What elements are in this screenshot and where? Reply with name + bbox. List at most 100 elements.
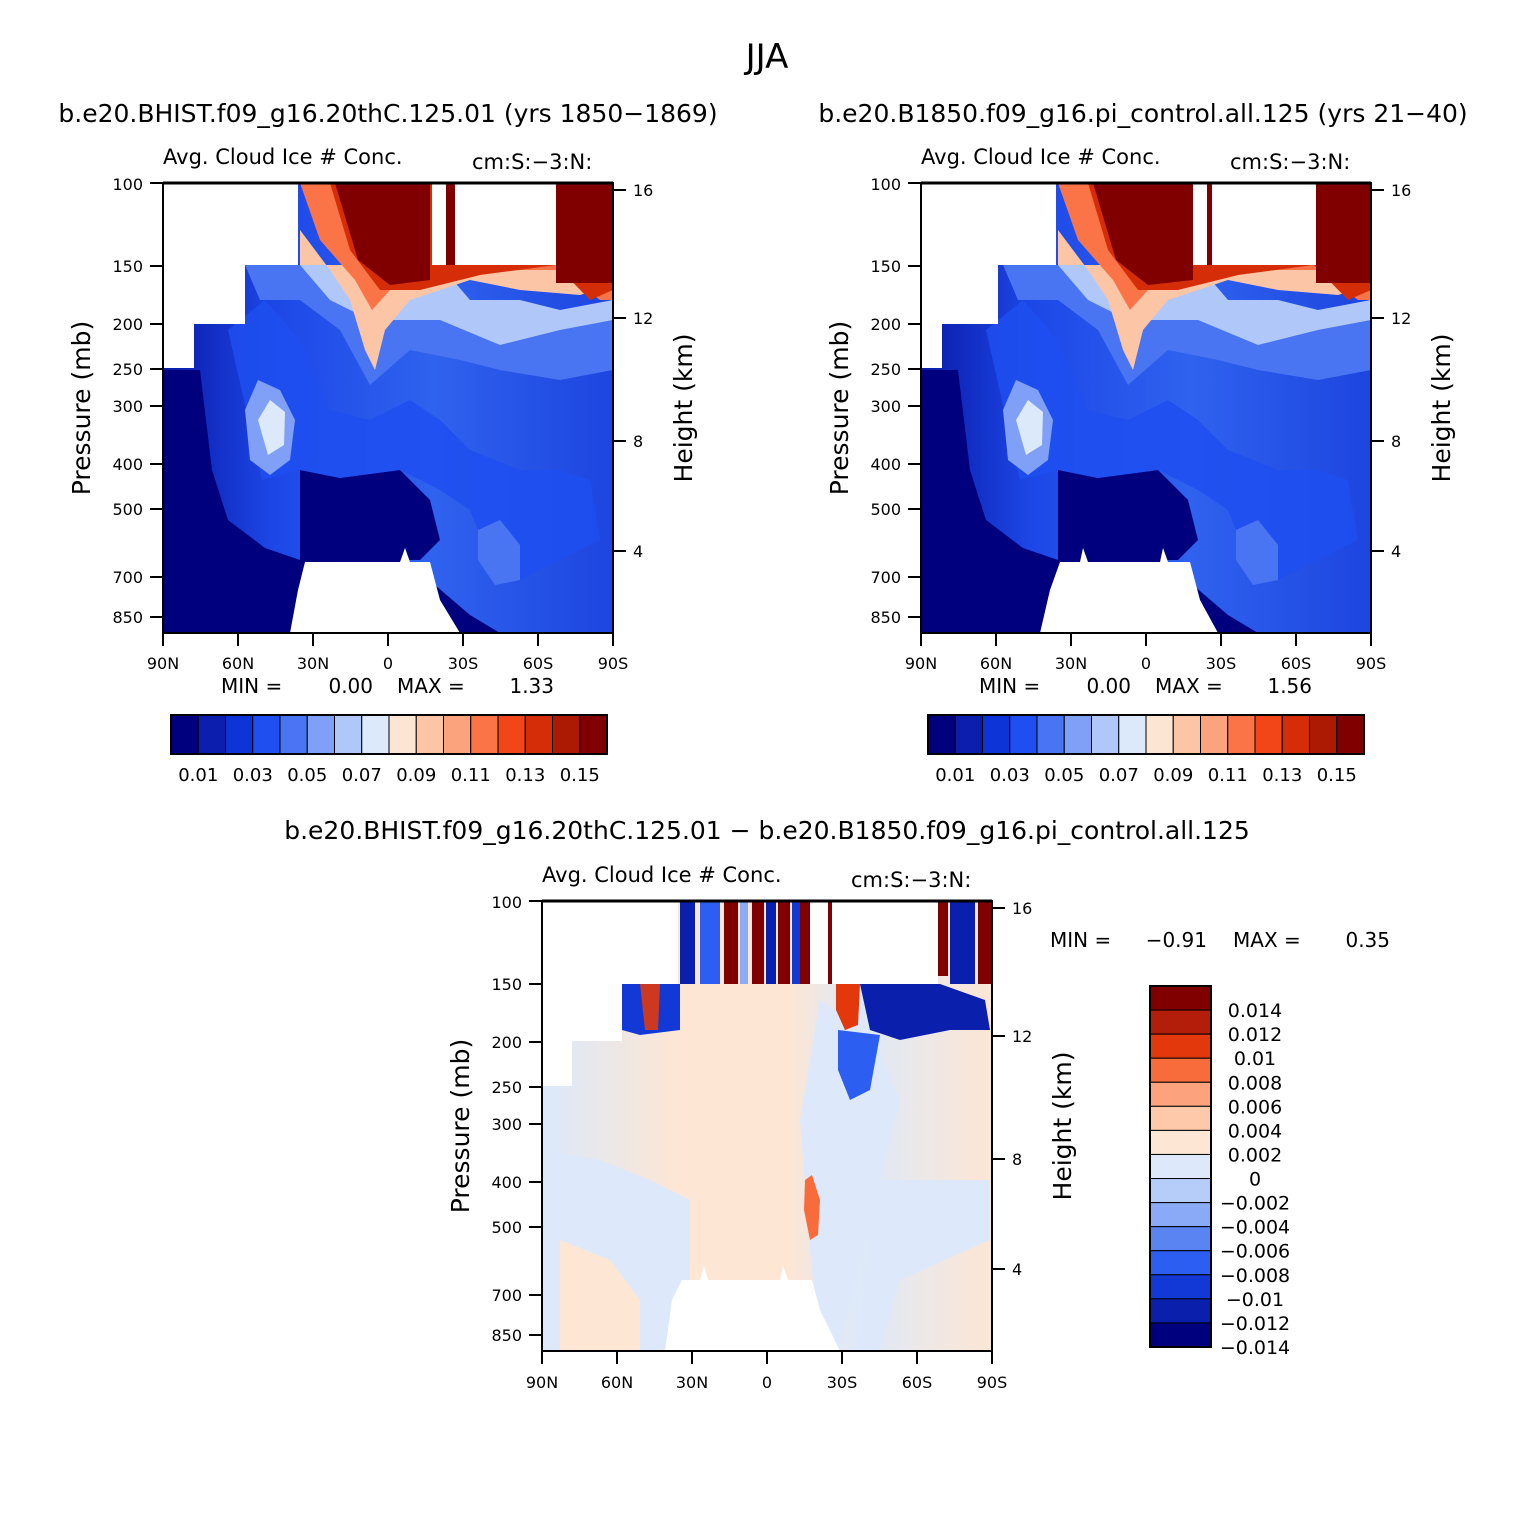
missing-gap-1 (432, 183, 446, 265)
colorbar-label: −0.002 (1220, 1193, 1290, 1215)
colorbar-label: 0.03 (990, 765, 1030, 786)
south-blob (478, 520, 520, 585)
min-label: MIN = (221, 674, 282, 698)
page-title: JJA (744, 37, 789, 77)
colorbar-label: 0.15 (560, 765, 600, 786)
colorbar-label: 0.012 (1228, 1024, 1282, 1046)
missing-gap (810, 901, 828, 984)
colorbar-swatch (361, 714, 390, 755)
missing-surface (665, 1266, 840, 1351)
x-ticks: 90N 60N 30N 0 30S 60S 90S (526, 1351, 1007, 1392)
lower-dark-region (921, 370, 1258, 633)
colorbar-label: 0.11 (1208, 765, 1248, 786)
y-ticks: 100 150 200 250 300 400 500 700 850 (491, 893, 542, 1345)
strat-south-end (978, 901, 992, 984)
contour-field (542, 901, 992, 1351)
colorbar-swatch (1149, 1298, 1212, 1324)
colorbar: 0.01 0.03 0.05 0.07 0.09 0.11 0.13 0.15 (927, 714, 1365, 786)
min-value: 0.00 (328, 674, 373, 698)
colorbar-swatch (1336, 714, 1365, 755)
y-tick-label: 200 (870, 315, 901, 334)
x-tick-label: 30N (676, 1373, 708, 1392)
x-tick-label: 60N (980, 654, 1012, 673)
south-maroon (556, 183, 613, 283)
y-tick-label: 150 (870, 257, 901, 276)
x-tick-label: 60N (222, 654, 254, 673)
min-value: −0.91 (1146, 928, 1207, 952)
max-label: MAX = (1155, 674, 1223, 698)
x-tick-label: 60N (601, 1373, 633, 1392)
y2-ticks: 16 12 8 4 (613, 181, 653, 561)
colorbar-swatch (1149, 1081, 1212, 1107)
colorbar-swatch (552, 714, 581, 755)
contour-field (163, 183, 613, 633)
y-tick-label: 250 (870, 360, 901, 379)
colorbar-swatch (443, 714, 472, 755)
colorbar-frame (1149, 985, 1212, 1348)
field-title: Avg. Cloud Ice # Conc. (921, 145, 1161, 169)
colorbar-swatch (1063, 714, 1092, 755)
min-label: MIN = (979, 674, 1040, 698)
south-red-blob (836, 984, 860, 1030)
colorbar-swatch (252, 714, 281, 755)
colorbar-label: 0.002 (1228, 1144, 1282, 1166)
colorbar-label: 0.07 (342, 765, 382, 786)
colorbar-swatch (1149, 1202, 1212, 1228)
max-label: MAX = (1233, 928, 1301, 952)
x-tick-label: 60S (1281, 654, 1312, 673)
colorbar-frame (927, 714, 1365, 755)
y-tick-label: 300 (112, 397, 143, 416)
y-ticks: 100 150 200 250 300 400 500 700 850 (870, 175, 921, 627)
colorbar-label: 0.01 (935, 765, 975, 786)
mid-blue-band (986, 300, 1358, 580)
y2-tick-label: 16 (1391, 181, 1411, 200)
x-tick-label: 30S (1206, 654, 1237, 673)
pale-peach-north (560, 1240, 640, 1351)
colorbar-label: −0.006 (1220, 1241, 1290, 1263)
y-tick-label: 250 (112, 360, 143, 379)
y-tick-label: 300 (491, 1115, 522, 1134)
panel-difference: b.e20.BHIST.f09_g16.20thC.125.01 − b.e20… (284, 816, 1390, 1392)
y-tick-label: 100 (870, 175, 901, 194)
units-label: cm:S:−3:N: (851, 868, 971, 892)
strat-south-red (938, 901, 948, 976)
max-value: 1.33 (509, 674, 554, 698)
x-tick-label: 60S (902, 1373, 933, 1392)
x-tick-label: 90S (977, 1373, 1008, 1392)
y2-axis-label: Height (km) (1427, 334, 1456, 483)
maroon-strip (446, 183, 455, 265)
colorbar-swatch (1149, 1226, 1212, 1252)
case-title: b.e20.BHIST.f09_g16.20thC.125.01 (yrs 18… (58, 99, 717, 128)
mid-dark-band (1058, 470, 1198, 560)
peach-south-band (860, 1180, 990, 1351)
y-tick-label: 500 (870, 500, 901, 519)
pale-blue-south (800, 1000, 900, 1351)
colorbar-swatch (1149, 1129, 1212, 1155)
colorbar-swatch (415, 714, 444, 755)
x-tick-label: 30S (827, 1373, 858, 1392)
colorbar-swatch (1009, 714, 1038, 755)
colorbar-swatch (470, 714, 499, 755)
colorbar-label: −0.012 (1220, 1313, 1290, 1335)
y2-axis-label: Height (km) (1048, 1052, 1077, 1201)
colorbar-label: 0.13 (505, 765, 545, 786)
colorbar-swatch (927, 714, 956, 755)
strat-striping-6 (766, 901, 776, 984)
panel-control: b.e20.B1850.f09_g16.pi_control.all.125 (… (818, 99, 1467, 786)
colorbar-label: −0.004 (1220, 1217, 1290, 1239)
colorbar-label: 0.05 (1044, 765, 1084, 786)
y-tick-label: 850 (112, 608, 143, 627)
colorbar-swatch (388, 714, 417, 755)
strat-striping-3 (724, 901, 738, 984)
missing-gap-2 (832, 901, 938, 984)
colorbar-swatch (1149, 1009, 1212, 1035)
x-tick-label: 90N (147, 654, 179, 673)
strat-striping-4 (740, 901, 748, 984)
x-tick-label: 30N (1055, 654, 1087, 673)
y-axis-label: Pressure (mb) (446, 1039, 475, 1213)
colorbar-swatch (1091, 714, 1120, 755)
max-value: 0.35 (1345, 928, 1390, 952)
y-tick-label: 250 (491, 1078, 522, 1097)
x-tick-label: 90N (905, 654, 937, 673)
